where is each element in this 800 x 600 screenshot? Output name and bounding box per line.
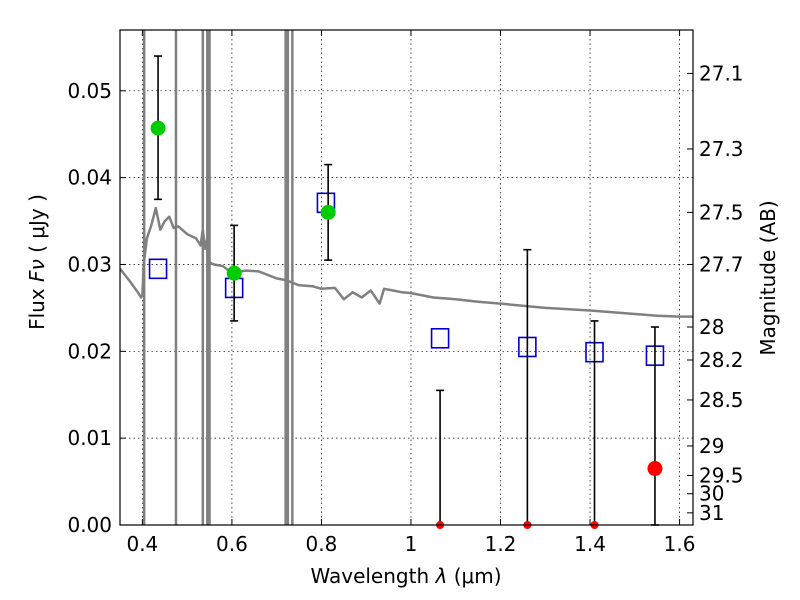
- y-tick-label: 0.05: [67, 79, 112, 103]
- y-axis-label-prefix: Flux: [25, 288, 49, 330]
- detection-point: [320, 204, 336, 220]
- plot-area: [120, 30, 693, 525]
- y2-tick-label: 27.5: [699, 200, 744, 224]
- y2-tick-label: 29.5: [699, 464, 744, 488]
- y-tick-label: 0.00: [67, 513, 112, 537]
- axis-ticks: 0.4 0.6 0.8 1 1.2 1.4 1.6 0.00 0.01 0.02 0.03 0.04 0…: [67, 30, 744, 556]
- x-tick-label: 1.2: [485, 532, 517, 556]
- y2-tick-label: 27.1: [699, 61, 744, 85]
- y2-tick-label: 27.7: [699, 252, 744, 276]
- y2-tick-label: 28.2: [699, 348, 744, 372]
- x-tick-label: 0.6: [216, 532, 248, 556]
- model-spectrum-line: [120, 206, 693, 318]
- y2-tick-label: 30: [699, 482, 724, 506]
- x-tick-label: 1.4: [574, 532, 606, 556]
- x-tick-label: 1.6: [664, 532, 696, 556]
- model-flux-square: [430, 327, 450, 349]
- y2-tick-label: 28.5: [699, 388, 744, 412]
- y-axis-label-unit: ( μJy ): [25, 194, 49, 253]
- y-tick-label: 0.04: [67, 166, 112, 190]
- detection-point: [150, 120, 166, 136]
- x-tick-label: 1: [405, 532, 418, 556]
- y2-axis-label: Magnitude (AB): [756, 200, 780, 355]
- plot-frame: [119, 29, 694, 526]
- detection-point: [226, 265, 242, 281]
- x-axis-label-prefix: Wavelength: [310, 564, 429, 588]
- x-tick-label: 0.4: [126, 532, 158, 556]
- y2-tick-label: 27.3: [699, 137, 744, 161]
- x-axis-label-symbol: λ: [435, 564, 448, 588]
- y-tick-label: 0.02: [67, 339, 112, 363]
- y-tick-label: 0.03: [67, 252, 112, 276]
- y2-tick-label: 28: [699, 315, 724, 339]
- non-detection-point: [647, 461, 663, 477]
- x-tick-label: 0.8: [306, 532, 338, 556]
- y2-tick-label: 31: [699, 501, 724, 525]
- model-flux-square: [148, 258, 168, 280]
- x-axis-label: Wavelength λ (μm): [310, 564, 501, 588]
- y2-tick-label: 29: [699, 434, 724, 458]
- y-axis-label-symbol: Fν: [25, 259, 49, 282]
- y-axis-label: Flux Fν ( μJy ): [25, 194, 49, 330]
- y-tick-label: 0.01: [67, 426, 112, 450]
- x-axis-label-unit: (μm): [454, 564, 502, 588]
